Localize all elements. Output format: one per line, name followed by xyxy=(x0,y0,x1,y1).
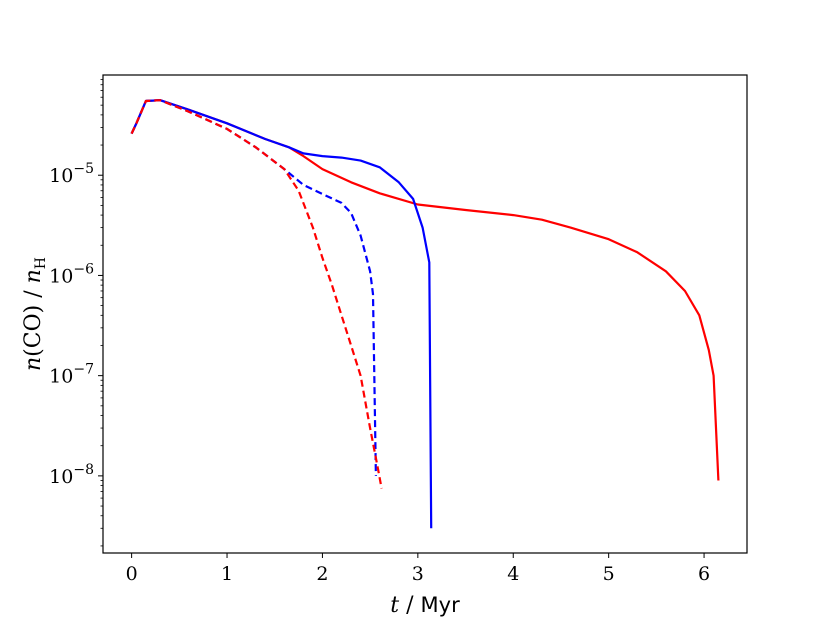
y-tick-label: 10−8 xyxy=(49,462,94,488)
x-tick-label: 4 xyxy=(507,563,519,585)
series-line-3 xyxy=(130,99,383,489)
series-layer xyxy=(130,99,720,529)
y-tick-label: 10−5 xyxy=(49,161,94,187)
y-axis-label-text: n(CO) / nH xyxy=(21,257,49,371)
x-axis: 0 1 2 3 4 5 6 xyxy=(126,553,710,585)
series-line-0 xyxy=(130,99,720,481)
x-axis-label: t / Myr xyxy=(390,593,460,618)
y-tick-label: 10−7 xyxy=(49,362,94,388)
series-line-1 xyxy=(130,99,433,529)
x-tick-label: 2 xyxy=(316,563,328,585)
x-tick-label: 5 xyxy=(603,563,615,585)
x-tick-label: 3 xyxy=(412,563,424,585)
x-tick-label: 0 xyxy=(126,563,138,585)
y-axis-label: n(CO) / nH xyxy=(21,257,49,371)
plot-frame xyxy=(102,74,748,554)
x-tick-label: 1 xyxy=(221,563,233,585)
x-tick-label: 6 xyxy=(698,563,710,585)
y-axis: 10−8 10−7 10−6 10−5 xyxy=(49,79,103,547)
y-tick-label: 10−6 xyxy=(49,261,94,287)
